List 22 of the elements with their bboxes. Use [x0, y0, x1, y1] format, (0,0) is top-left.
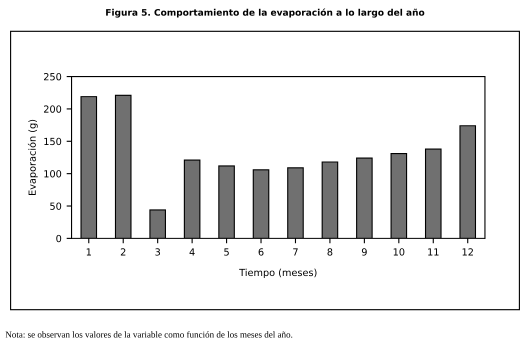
x-tick-label: 6 — [258, 248, 264, 256]
x-axis-title: Tiempo (meses) — [239, 268, 316, 278]
x-tick-label: 9 — [362, 248, 367, 256]
x-tick-label: 1 — [86, 248, 91, 256]
x-tick-label: 2 — [120, 248, 126, 256]
x-tick-label: 11 — [428, 248, 439, 256]
x-tick-label: 12 — [462, 248, 473, 256]
x-tick-label: 5 — [224, 248, 229, 256]
y-tick-label: 0 — [56, 234, 62, 242]
chart-title: Figura 5. Comportamiento de la evaporación a lo largo del año — [106, 8, 424, 18]
x-tick-label: 4 — [190, 248, 195, 256]
y-tick-label: 200 — [44, 105, 62, 113]
y-tick-label: 150 — [44, 138, 62, 146]
y-tick-label: 100 — [44, 170, 62, 178]
y-axis-title: Evaporación (g) — [28, 120, 38, 195]
x-tick-label: 7 — [293, 248, 298, 256]
x-tick-label: 3 — [155, 248, 160, 256]
x-tick-label: 8 — [327, 248, 332, 256]
text: Nota: se observan los valores de la variable como función de los meses del año. — [6, 331, 292, 338]
x-tick-label: 10 — [394, 248, 404, 256]
y-tick-label: 50 — [50, 202, 62, 210]
y-tick-label: 250 — [44, 73, 62, 80]
